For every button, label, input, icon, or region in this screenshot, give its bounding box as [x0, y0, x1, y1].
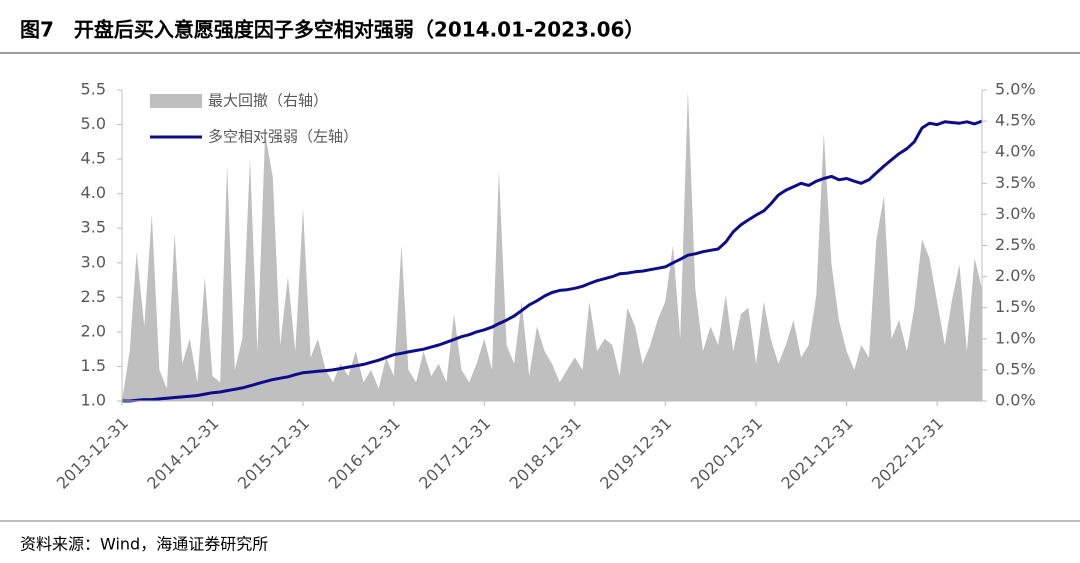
- y-tick-label: 1.0: [81, 391, 106, 410]
- y2-tick-label: 0.5%: [995, 359, 1036, 378]
- y-tick-label: 1.5: [81, 356, 106, 375]
- y-tick-label: 5.0: [81, 114, 106, 133]
- y2-tick-label: 1.5%: [995, 297, 1036, 316]
- x-tick-label: 2014-12-31: [143, 414, 222, 493]
- y2-tick-label: 4.5%: [995, 111, 1036, 130]
- y2-tick-label: 3.0%: [995, 204, 1036, 223]
- y2-tick-label: 4.0%: [995, 142, 1036, 161]
- legend-swatch: [150, 94, 202, 108]
- y-tick-label: 4.5: [81, 149, 106, 168]
- x-tick-label: 2021-12-31: [777, 414, 856, 493]
- chart-title: 图7 开盘后买入意愿强度因子多空相对强弱（2014.01-2023.06）: [20, 18, 644, 42]
- legend-label: 多空相对强弱（左轴）: [208, 128, 358, 146]
- strength-line: [122, 119, 983, 403]
- y-tick-label: 3.5: [81, 218, 106, 237]
- x-tick-label: 2017-12-31: [415, 414, 494, 493]
- x-tick-label: 2013-12-31: [53, 414, 132, 493]
- x-tick-label: 2020-12-31: [687, 414, 766, 493]
- y-tick-label: 3.0: [81, 252, 106, 271]
- x-tick-label: 2016-12-31: [325, 414, 404, 493]
- y2-tick-label: 5.0%: [995, 80, 1036, 99]
- y2-tick-label: 2.0%: [995, 266, 1036, 285]
- drawdown-area: [122, 90, 982, 401]
- y2-tick-label: 2.5%: [995, 235, 1036, 254]
- y-tick-label: 5.5: [81, 80, 106, 99]
- x-tick-label: 2022-12-31: [868, 414, 947, 493]
- x-tick-label: 2019-12-31: [596, 414, 675, 493]
- x-tick-label: 2015-12-31: [234, 414, 313, 493]
- y-tick-label: 2.5: [81, 287, 106, 306]
- y2-tick-label: 1.0%: [995, 328, 1036, 347]
- y2-tick-label: 3.5%: [995, 173, 1036, 192]
- y-tick-label: 4.0: [81, 183, 106, 202]
- legend-label: 最大回撤（右轴）: [208, 92, 328, 110]
- y2-tick-label: 0.0%: [995, 391, 1036, 410]
- y-tick-label: 2.0: [81, 321, 106, 340]
- x-tick-label: 2018-12-31: [506, 414, 585, 493]
- source-note: 资料来源：Wind，海通证券研究所: [20, 535, 268, 554]
